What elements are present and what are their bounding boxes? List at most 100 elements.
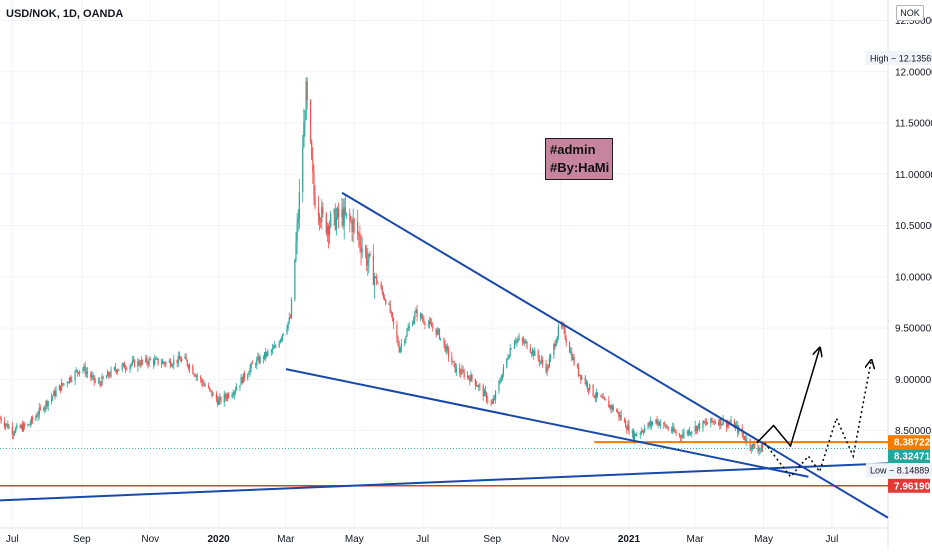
candle-body — [416, 309, 418, 317]
candle-body — [586, 382, 589, 389]
candle-body — [498, 381, 500, 392]
candle-body — [31, 417, 34, 420]
candle-body — [412, 323, 414, 326]
candle-body — [524, 341, 526, 343]
projection-solid-arrow — [756, 349, 820, 448]
y-tick-label: 10.50000 — [895, 221, 932, 232]
candle-body — [240, 377, 242, 386]
candle-body — [145, 357, 147, 362]
candle-body — [117, 370, 119, 373]
candle-body — [22, 423, 25, 431]
candle-body — [192, 365, 194, 374]
candle-body — [77, 372, 80, 374]
candle-body — [561, 324, 563, 327]
candle-body — [147, 362, 149, 365]
candle-body — [350, 219, 352, 222]
candle-body — [281, 334, 284, 339]
candle-body — [742, 434, 744, 437]
candle-body — [440, 337, 442, 340]
candle-body — [641, 431, 644, 433]
candle-body — [216, 399, 219, 405]
candle-body — [28, 424, 30, 426]
candle-body — [719, 418, 721, 426]
candle-body — [540, 360, 543, 362]
candle-body — [623, 419, 626, 422]
candle-body — [329, 226, 331, 235]
candle-body — [62, 382, 64, 385]
candle-body — [406, 330, 408, 337]
x-tick-label: Nov — [552, 534, 570, 545]
candle-body — [373, 276, 376, 285]
candle-body — [76, 370, 78, 373]
candle-body — [697, 423, 700, 426]
candle-body — [130, 364, 132, 366]
annotation-note[interactable]: #admin #By:HaMi — [545, 138, 613, 180]
candle-body — [534, 350, 536, 356]
candle-body — [568, 342, 571, 353]
y-tick-label: 11.00000 — [895, 170, 932, 181]
candle-body — [304, 119, 306, 123]
candle-body — [579, 374, 581, 376]
candle-body — [650, 421, 653, 425]
candle-body — [185, 356, 187, 361]
candle-body — [721, 423, 723, 426]
y-tick-label: 12.50000 — [895, 16, 932, 27]
candle-body — [43, 408, 45, 410]
candle-body — [298, 191, 300, 219]
candle-body — [398, 345, 400, 352]
candle-body — [712, 421, 714, 423]
candle-body — [349, 213, 351, 220]
candle-body — [500, 379, 502, 382]
candle-body — [671, 429, 673, 432]
candle-body — [563, 326, 565, 330]
candle-body — [577, 367, 580, 376]
candle-body — [131, 360, 133, 365]
candle-body — [482, 385, 484, 397]
candle-body — [728, 423, 730, 425]
candle-body — [296, 223, 298, 242]
candle-body — [620, 414, 622, 420]
candle-body — [628, 424, 630, 434]
candle-body — [294, 259, 296, 300]
candle-body — [283, 333, 285, 335]
candle-body — [126, 368, 128, 370]
candle-body — [204, 384, 206, 387]
candle-body — [209, 387, 211, 390]
candle-body — [194, 374, 196, 377]
candle-body — [121, 364, 123, 370]
candle-body — [327, 226, 330, 235]
candle-body — [705, 422, 707, 424]
candle-body — [542, 360, 544, 364]
candle-body — [414, 313, 416, 320]
candle-body — [345, 213, 348, 215]
candle-body — [617, 411, 619, 413]
candle-body — [508, 356, 510, 359]
candle-body — [404, 340, 406, 344]
candle-body — [589, 384, 591, 391]
candle-body — [549, 355, 552, 360]
candle-body — [184, 356, 186, 359]
candle-body — [673, 427, 675, 432]
candle-body — [695, 426, 697, 432]
candle-body — [390, 312, 392, 314]
x-tick-label: May — [754, 534, 773, 545]
candle-body — [651, 422, 654, 425]
candle-body — [330, 213, 332, 227]
candle-body — [571, 351, 573, 360]
candle-body — [86, 372, 89, 374]
candle-body — [667, 427, 669, 430]
candle-body — [593, 395, 595, 398]
candle-body — [466, 375, 469, 378]
candle-body — [452, 361, 454, 363]
candle-body — [122, 363, 124, 365]
currency-label[interactable]: NOK — [896, 5, 924, 21]
candle-body — [359, 235, 361, 245]
candle-body — [113, 367, 115, 370]
candle-body — [124, 368, 127, 370]
candle-body — [428, 321, 431, 325]
y-tick-label: 9.50000 — [895, 324, 932, 335]
candle-body — [172, 364, 174, 366]
candle-body — [548, 359, 550, 368]
